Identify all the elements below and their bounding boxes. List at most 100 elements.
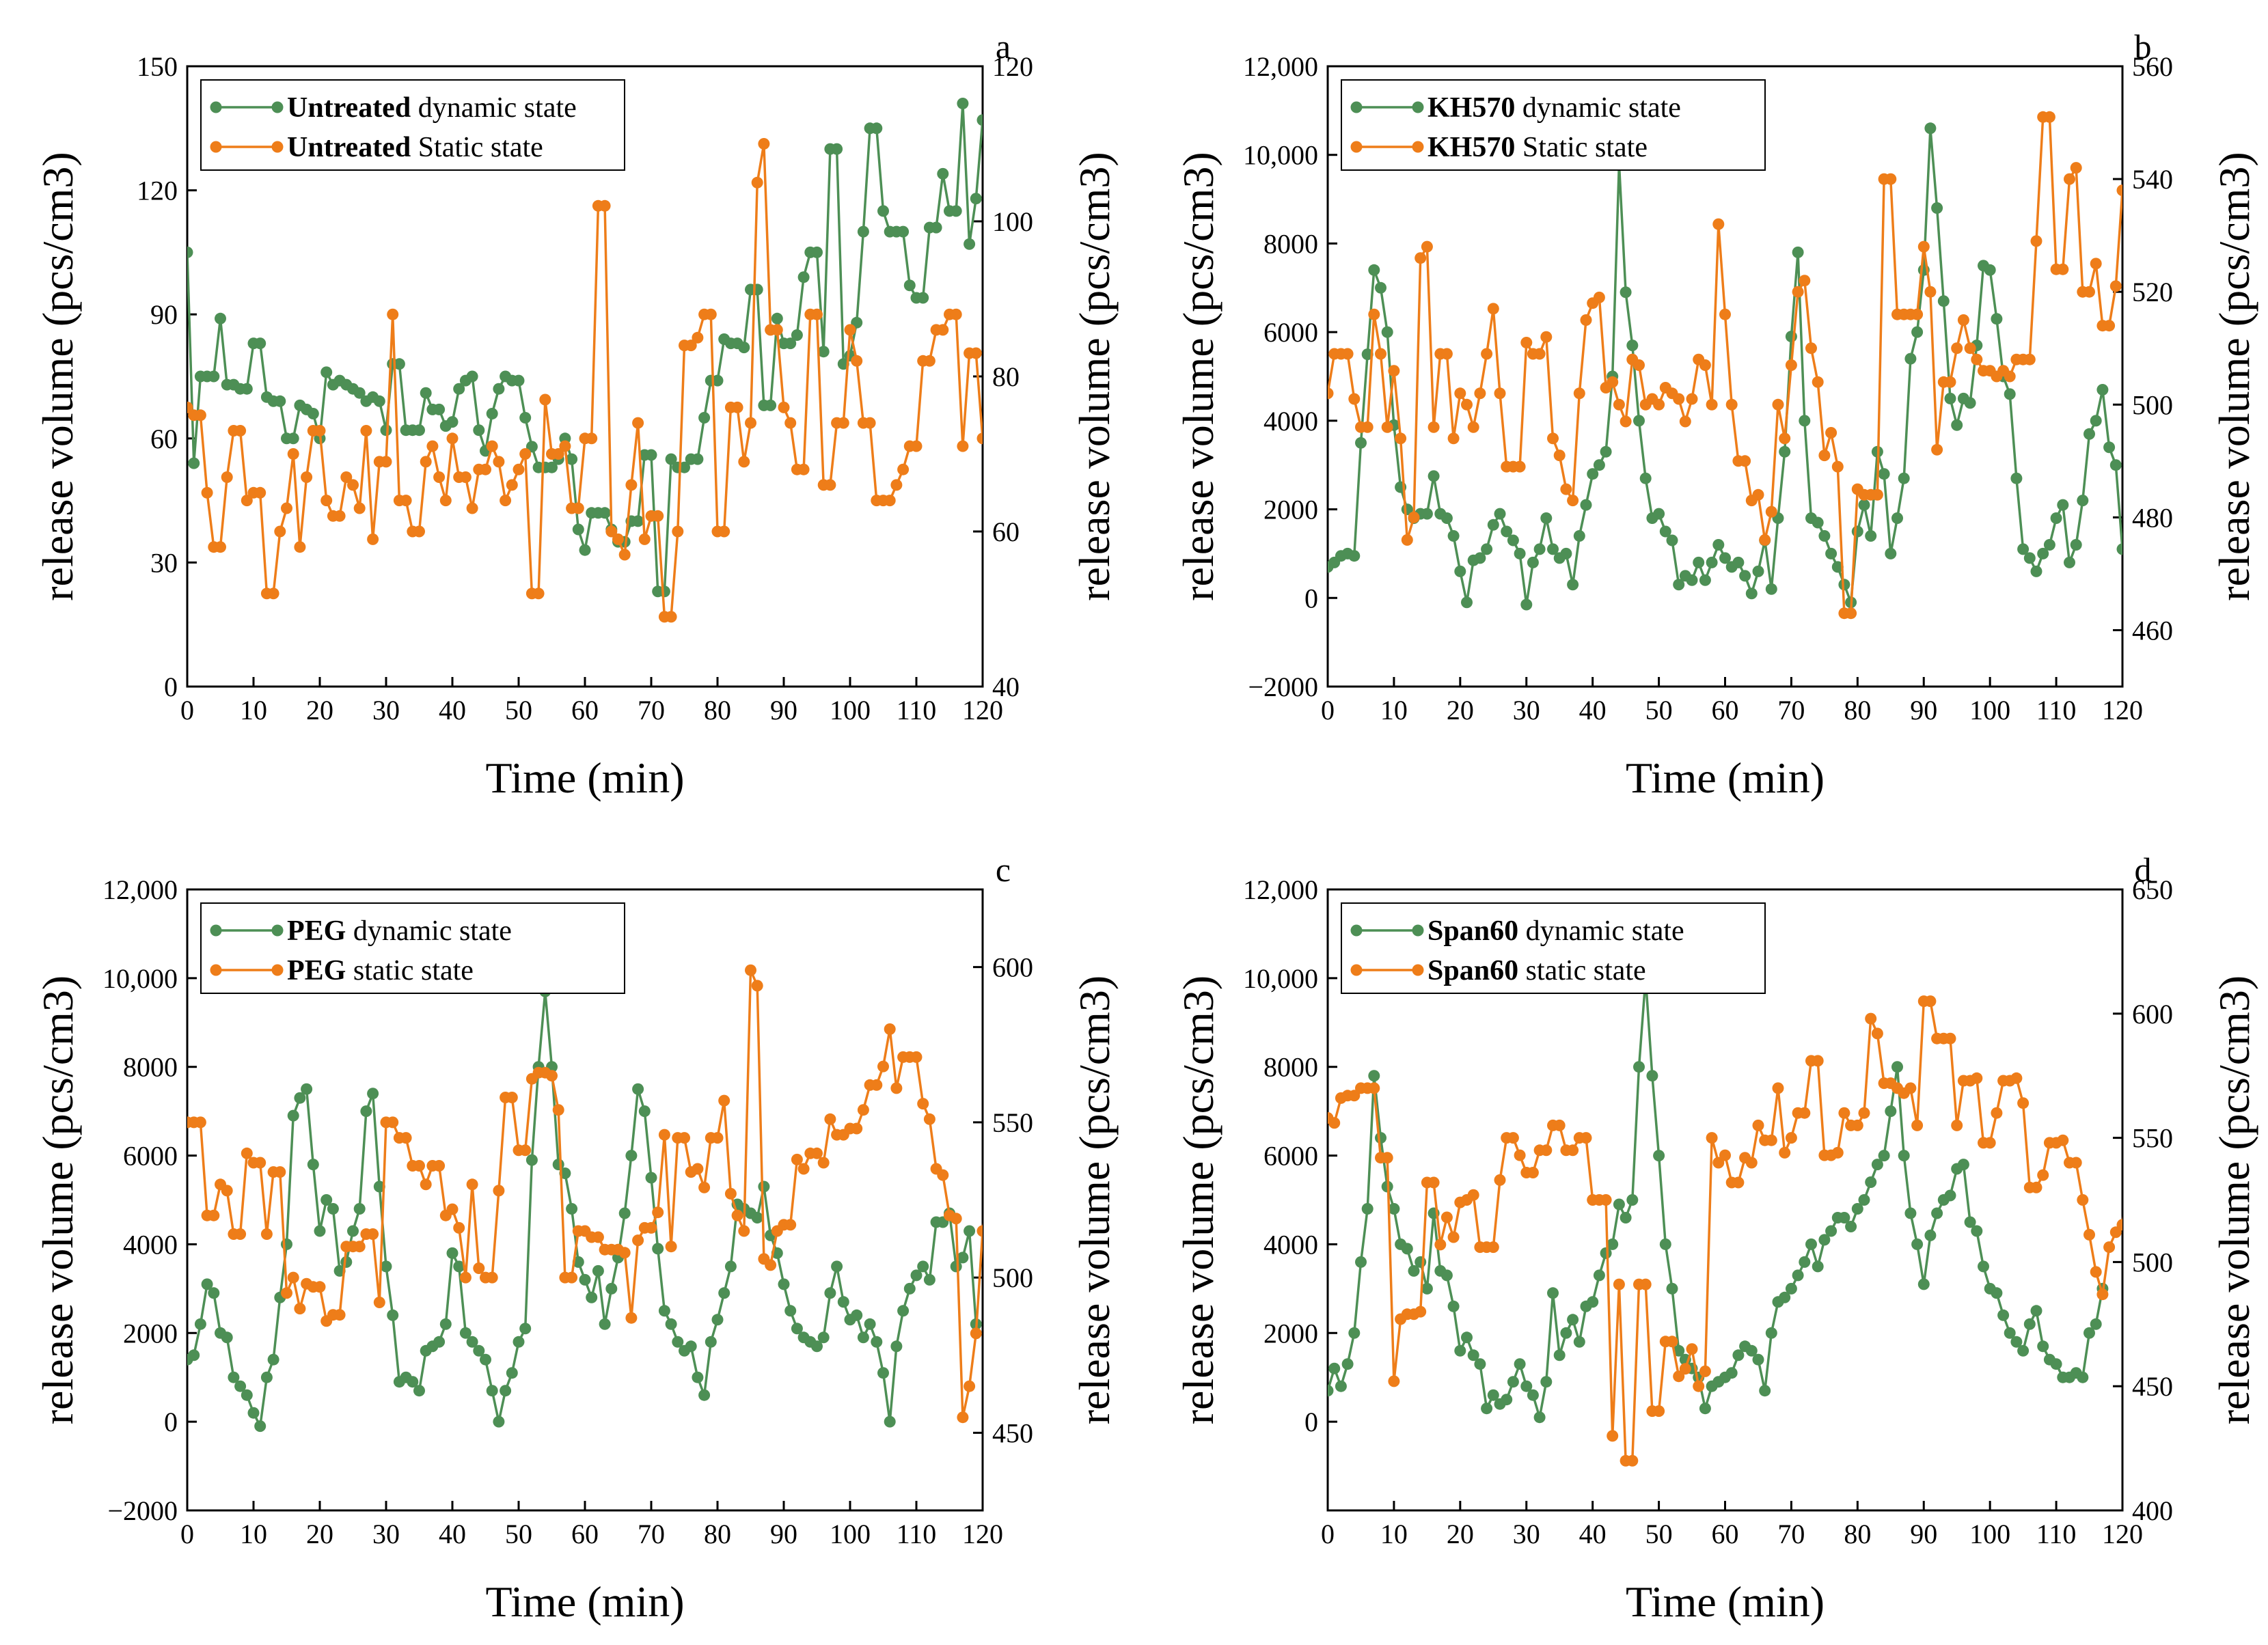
data-point xyxy=(884,1023,896,1035)
legend-label-rest: dynamic state xyxy=(1518,915,1684,947)
data-point xyxy=(1626,340,1639,352)
data-point xyxy=(910,440,923,452)
x-tick-label: 80 xyxy=(704,1519,731,1549)
data-point xyxy=(1348,550,1361,562)
data-point xyxy=(1361,421,1374,433)
data-point xyxy=(1732,1349,1745,1361)
data-point xyxy=(1454,565,1466,577)
x-tick-label: 60 xyxy=(1712,695,1739,725)
data-point xyxy=(1924,1229,1937,1241)
data-point xyxy=(1514,1358,1526,1370)
x-tick-label: 80 xyxy=(1844,695,1871,725)
data-point xyxy=(1421,1282,1433,1295)
panel-d: 0 10 20 30 40 50 60 70 80 90 100 110 120 0 2000 4000 600… xyxy=(1174,851,2258,1626)
data-point xyxy=(241,1147,253,1159)
data-point xyxy=(1765,506,1777,518)
data-point xyxy=(692,453,704,465)
data-point xyxy=(274,395,286,407)
data-point xyxy=(871,1079,883,1091)
y-right-tick-label: 600 xyxy=(992,952,1033,983)
data-point xyxy=(1951,1119,1963,1131)
data-point xyxy=(765,1259,777,1271)
data-point xyxy=(1858,1107,1870,1119)
data-point xyxy=(811,246,823,258)
data-point xyxy=(1494,508,1506,520)
legend-label-bold: Span60 xyxy=(1427,955,1518,986)
legend-label-bold: Untreated xyxy=(287,92,411,124)
data-point xyxy=(665,611,677,623)
x-tick-label: 80 xyxy=(1844,1519,1871,1549)
data-point xyxy=(1501,1394,1513,1406)
y-left-tick-label: 2000 xyxy=(1263,495,1318,525)
data-point xyxy=(466,370,478,383)
data-point xyxy=(791,1153,803,1165)
data-point xyxy=(194,409,206,421)
data-point xyxy=(698,412,711,424)
data-point xyxy=(1686,574,1698,586)
data-point xyxy=(2017,1097,2030,1109)
data-point xyxy=(188,1349,200,1361)
legend-label: PEG dynamic state xyxy=(287,915,512,947)
data-point xyxy=(1487,1389,1499,1401)
data-point xyxy=(731,1209,743,1221)
x-tick-label: 10 xyxy=(240,1519,267,1549)
data-point xyxy=(2037,1169,2049,1181)
data-point xyxy=(1984,264,1996,276)
data-point xyxy=(1865,1176,1877,1188)
data-point xyxy=(234,425,247,437)
x-tick-label: 10 xyxy=(1380,1519,1408,1549)
data-point xyxy=(1858,1194,1870,1206)
data-point xyxy=(910,1051,923,1063)
series-line xyxy=(1328,977,2104,1419)
data-point xyxy=(937,324,949,336)
data-point xyxy=(652,1243,664,1255)
data-point xyxy=(387,308,399,320)
legend-label-bold: Untreated xyxy=(287,132,411,163)
y-left-tick-label: 10,000 xyxy=(103,963,178,994)
legend-label: KH570 Static state xyxy=(1427,132,1648,163)
data-point xyxy=(1931,1207,1943,1219)
data-point xyxy=(439,1318,452,1330)
data-point xyxy=(1620,1212,1632,1224)
data-point xyxy=(1838,1212,1850,1224)
data-point xyxy=(453,1260,465,1273)
data-point xyxy=(811,1340,823,1353)
data-point xyxy=(473,1344,485,1357)
data-point xyxy=(1507,1132,1519,1144)
data-point xyxy=(353,387,366,399)
data-point xyxy=(1825,427,1837,439)
y-left-tick-label: 2000 xyxy=(1263,1318,1318,1349)
data-point xyxy=(1964,342,1976,355)
data-point xyxy=(340,471,353,483)
data-point xyxy=(1951,342,1963,355)
data-point xyxy=(1567,1144,1579,1157)
data-point xyxy=(1984,1137,1996,1149)
data-point xyxy=(254,337,267,350)
data-point xyxy=(592,1231,604,1243)
series-line xyxy=(187,990,978,1428)
data-point xyxy=(552,448,564,460)
data-point xyxy=(413,1160,425,1172)
data-point xyxy=(784,417,797,429)
data-point xyxy=(1633,1061,1645,1073)
series-line xyxy=(1328,999,2122,1463)
data-point xyxy=(771,324,783,336)
x-tick-label: 110 xyxy=(2036,1519,2077,1549)
data-point xyxy=(500,495,512,507)
data-point xyxy=(1639,1278,1652,1290)
data-point xyxy=(493,1415,505,1428)
data-point xyxy=(2037,1340,2049,1353)
data-point xyxy=(705,308,717,320)
data-point xyxy=(367,1088,379,1100)
data-point xyxy=(2103,320,2116,332)
y-left-tick-label: 12,000 xyxy=(1243,51,1318,82)
data-point xyxy=(1401,1243,1413,1255)
data-point xyxy=(1434,1239,1447,1251)
y-left-tick-label: 6000 xyxy=(1263,1141,1318,1172)
data-point xyxy=(824,1287,836,1299)
legend-box xyxy=(200,79,625,171)
data-point xyxy=(241,1389,253,1401)
y-axis-label-right: release volume (pcs/cm3) xyxy=(2210,152,2258,601)
data-point xyxy=(1341,348,1354,360)
y-right-tick-label: 560 xyxy=(2132,51,2173,82)
